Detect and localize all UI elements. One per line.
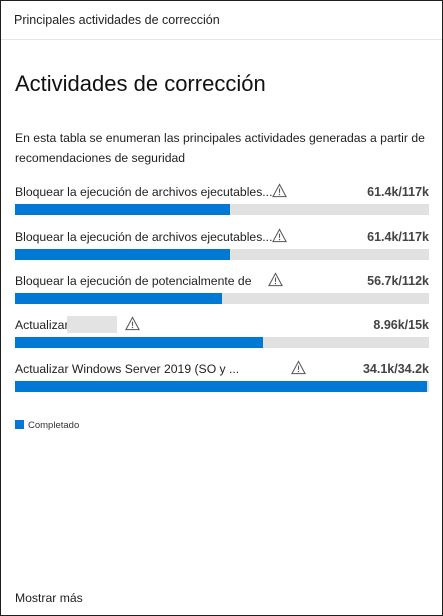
legend-label: Completado xyxy=(28,420,80,431)
page-title: Actividades de corrección xyxy=(15,71,266,96)
progress-track xyxy=(15,249,429,260)
legend: Completado xyxy=(15,420,79,432)
progress-track xyxy=(15,337,429,348)
warning-icon xyxy=(125,316,141,332)
legend-swatch xyxy=(15,420,24,429)
progress-fill xyxy=(15,381,427,392)
warning-icon xyxy=(268,272,284,288)
activity-row[interactable]: Bloquear la ejecución de archivos ejecut… xyxy=(15,228,429,269)
warning-icon xyxy=(272,228,288,244)
activity-label: Actualizar xyxy=(15,318,69,332)
activity-row[interactable]: Actualizar 8.96k/15k xyxy=(15,316,429,357)
show-more-link[interactable]: Mostrar más xyxy=(15,591,83,605)
activity-value: 34.1k/34.2k xyxy=(362,362,429,376)
warning-icon xyxy=(291,360,307,376)
card-header: Principales actividades de corrección xyxy=(1,1,442,40)
activity-label: Actualizar Windows Server 2019 (SO y ... xyxy=(15,362,240,376)
description: En esta tabla se enumeran las principale… xyxy=(15,131,425,165)
activity-label: Bloquear la ejecución de archivos ejecut… xyxy=(15,185,273,199)
activity-label: Bloquear la ejecución de potencialmente … xyxy=(15,274,252,288)
activity-value: 56.7k/112k xyxy=(367,274,429,288)
progress-track xyxy=(15,204,429,215)
activity-value: 8.96k/15k xyxy=(373,318,429,332)
progress-fill xyxy=(15,337,264,348)
activity-value: 61.4k/117k xyxy=(367,230,429,244)
progress-track xyxy=(15,293,429,304)
activity-value: 61.4k/117k xyxy=(367,185,429,199)
redacted-block xyxy=(67,316,117,333)
progress-track xyxy=(15,381,429,392)
activity-row[interactable]: Actualizar Windows Server 2019 (SO y ...… xyxy=(15,360,429,401)
warning-icon xyxy=(272,183,288,199)
activity-row[interactable]: Bloquear la ejecución de potencialmente … xyxy=(15,272,429,313)
progress-fill xyxy=(15,204,231,215)
activity-label: Bloquear la ejecución de archivos ejecut… xyxy=(15,230,273,244)
activity-row[interactable]: Bloquear la ejecución de archivos ejecut… xyxy=(15,183,429,224)
progress-fill xyxy=(15,293,222,304)
progress-fill xyxy=(15,249,231,260)
